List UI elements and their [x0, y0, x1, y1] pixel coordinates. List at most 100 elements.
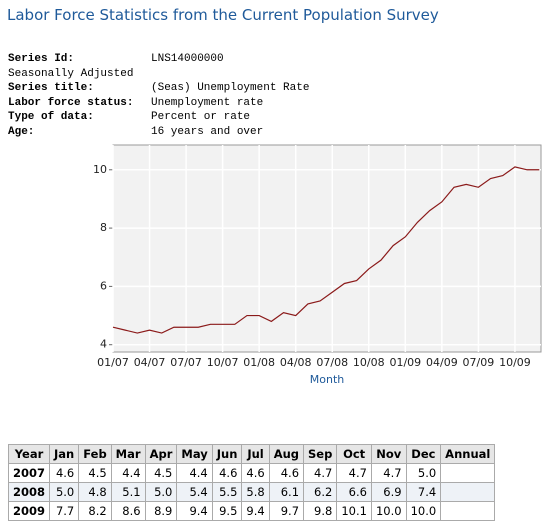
column-header: Jan: [49, 444, 80, 464]
table-cell: 4.6: [241, 463, 270, 483]
table-cell: 9.8: [303, 501, 338, 521]
table-cell: 6.1: [268, 482, 305, 502]
meta-value: 16 years and over: [151, 125, 264, 138]
x-tick-label: 01/07: [97, 356, 129, 369]
table-row: 2009 7.7 8.2 8.6 8.9 9.4 9.5 9.4 9.7 9.8 10.1 10.0 1…: [7, 501, 496, 521]
column-header: Nov: [370, 444, 407, 464]
meta-value: LNS14000000: [151, 53, 224, 65]
table-row: 2007 4.6 4.5 4.4 4.5 4.4 4.6 4.6 4.6 4.7 4.7 4.7 5.0: [7, 463, 496, 483]
table-cell: 5.0: [144, 482, 178, 502]
table-cell: 8.6: [110, 501, 146, 521]
chart: 4 6 8 10 01/07 04/07 07/07 10/07 01/08 04/08 07/08…: [93, 144, 542, 386]
table-cell: 4.6: [211, 463, 243, 483]
meta-row: Seasonally Adjusted: [8, 67, 309, 82]
meta-label: Labor force status:: [8, 96, 134, 109]
column-header: Apr: [144, 444, 178, 464]
x-tick-label: 01/08: [243, 356, 275, 369]
table-cell: 8.9: [144, 501, 178, 521]
table-cell: 5.4: [176, 482, 213, 502]
meta-row: Labor force status: Unemployment rate: [8, 96, 309, 111]
column-header: May: [176, 444, 213, 464]
table-cell: 4.7: [370, 463, 407, 483]
y-tick-label: 8: [100, 221, 107, 234]
column-header: Oct: [336, 444, 372, 464]
x-tick-label: 07/08: [316, 356, 348, 369]
meta-label: Series Id:: [8, 53, 75, 65]
x-tick-label: 04/09: [426, 356, 458, 369]
table-cell: 4.7: [336, 463, 372, 483]
x-tick-label: 10/07: [207, 356, 239, 369]
meta-label: Age:: [8, 125, 35, 138]
table-cell: 5.8: [241, 482, 270, 502]
meta-row: Series Id: LNS14000000: [8, 52, 309, 67]
meta-row: Series title: (Seas) Unemployment Rate: [8, 81, 309, 96]
column-header: Jun: [211, 444, 243, 464]
table-cell: 5.0: [405, 463, 442, 483]
table-cell: 6.6: [336, 482, 372, 502]
table-cell: 6.2: [303, 482, 338, 502]
table-cell: 4.6: [49, 463, 80, 483]
table-cell: 4.5: [78, 463, 112, 483]
row-year: 2008: [7, 482, 51, 502]
table-cell: 10.0: [405, 501, 442, 521]
table-cell: 4.4: [176, 463, 213, 483]
annual-cell: [440, 482, 496, 502]
series-metadata: Series Id: LNS14000000 Seasonally Adjusted…: [8, 52, 309, 139]
table-cell: 9.4: [176, 501, 213, 521]
table-cell: 6.9: [370, 482, 407, 502]
row-year: 2009: [7, 501, 51, 521]
page-title: Labor Force Statistics from the Current …: [7, 6, 439, 24]
column-header: Sep: [303, 444, 338, 464]
x-tick-label: 10/09: [499, 356, 531, 369]
y-tick-label: 10: [93, 163, 107, 176]
column-header: Mar: [110, 444, 146, 464]
table-cell: 5.0: [49, 482, 80, 502]
meta-value: Unemployment rate: [151, 96, 264, 109]
meta-value: Percent or rate: [151, 111, 251, 123]
x-tick-label: 04/08: [280, 356, 312, 369]
column-header: Dec: [405, 444, 442, 464]
data-table: Year Jan Feb Mar Apr May Jun Jul Aug Sep Oct Nov Dec…: [7, 444, 496, 521]
table-cell: 5.1: [110, 482, 146, 502]
table-cell: 4.6: [268, 463, 305, 483]
x-axis-label: Month: [310, 373, 345, 386]
meta-label: Type of data:: [8, 111, 94, 123]
x-tick-label: 07/09: [463, 356, 495, 369]
data-line: [112, 166, 540, 334]
table-cell: 4.5: [144, 463, 178, 483]
meta-value: (Seas) Unemployment Rate: [151, 82, 310, 94]
table-cell: 4.8: [78, 482, 112, 502]
y-tick-label: 6: [100, 279, 107, 292]
table-cell: 9.4: [241, 501, 270, 521]
x-tick-label: 10/08: [353, 356, 385, 369]
annual-cell: [440, 463, 496, 483]
table-row: 2008 5.0 4.8 5.1 5.0 5.4 5.5 5.8 6.1 6.2 6.6 6.9 7.4: [7, 482, 496, 502]
plot-area: [112, 144, 542, 353]
meta-row: Age: 16 years and over: [8, 125, 309, 140]
table-cell: 10.0: [370, 501, 407, 521]
table-cell: 4.7: [303, 463, 338, 483]
x-tick-label: 07/07: [170, 356, 202, 369]
column-header: Jul: [241, 444, 270, 464]
y-tick-label: 4: [100, 338, 107, 351]
table-cell: 7.7: [49, 501, 80, 521]
x-tick-label: 01/09: [389, 356, 421, 369]
row-year: 2007: [7, 463, 51, 483]
meta-label: Seasonally Adjusted: [8, 67, 134, 80]
meta-row: Type of data: Percent or rate: [8, 110, 309, 125]
column-header: Aug: [268, 444, 305, 464]
table-cell: 7.4: [405, 482, 442, 502]
column-header: Feb: [78, 444, 112, 464]
table-cell: 8.2: [78, 501, 112, 521]
table-cell: 10.1: [336, 501, 372, 521]
column-header: Year: [7, 444, 51, 464]
x-tick-label: 04/07: [134, 356, 166, 369]
column-header: Annual: [440, 444, 496, 464]
table-cell: 5.5: [211, 482, 243, 502]
table-cell: 9.5: [211, 501, 243, 521]
annual-cell: [440, 501, 496, 521]
table-cell: 4.4: [110, 463, 146, 483]
table-cell: 9.7: [268, 501, 305, 521]
meta-label: Series title:: [8, 82, 94, 94]
